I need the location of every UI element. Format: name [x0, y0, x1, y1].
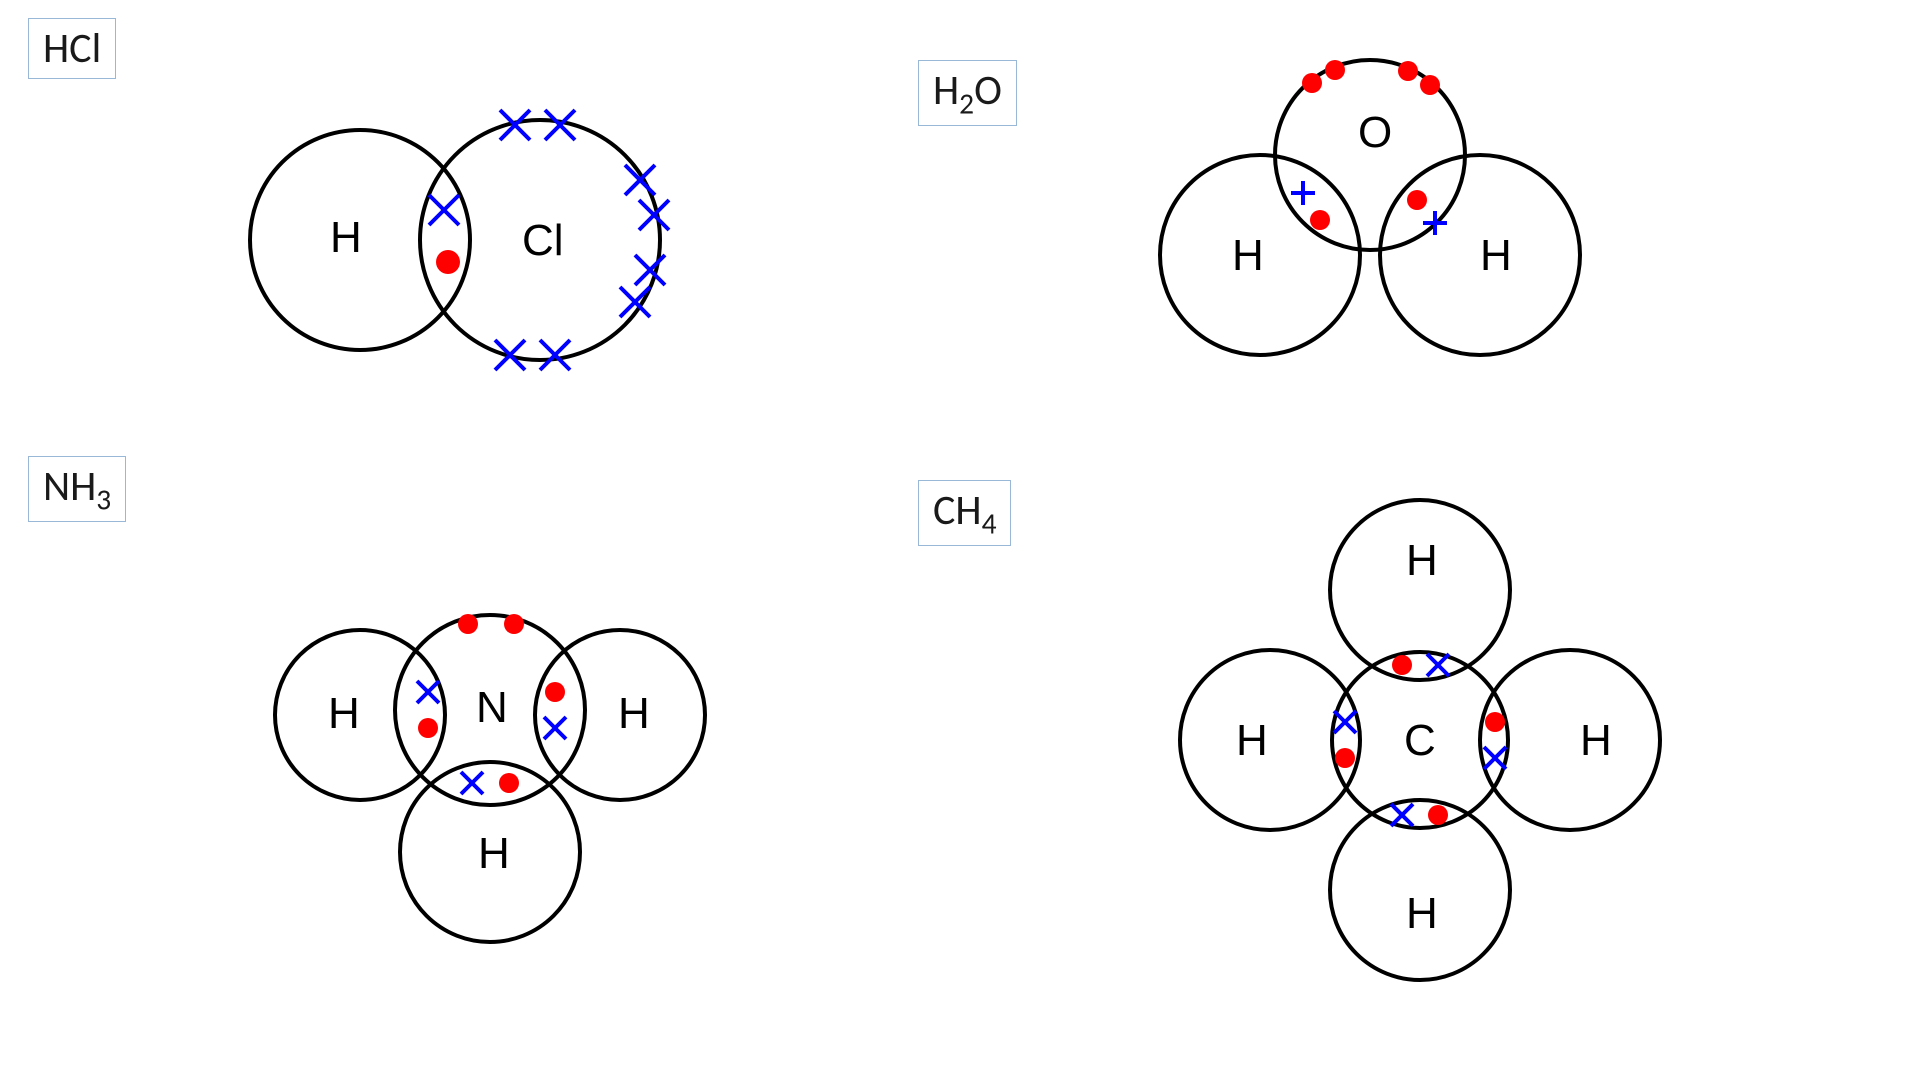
electron-dot: [1335, 748, 1355, 768]
electron-cross: [1391, 804, 1413, 826]
label-nh3: NH3: [28, 456, 126, 522]
electron-dot: [1407, 190, 1427, 210]
electron-dot: [1428, 805, 1448, 825]
label-text: CH4: [933, 485, 996, 536]
label-ch4: CH4: [918, 480, 1011, 546]
electron-cross: [1334, 711, 1356, 733]
label-text: HCl: [43, 23, 101, 74]
atom-shell: [275, 630, 445, 800]
label-text: H2O: [933, 65, 1002, 116]
label-text: NH3: [43, 461, 111, 512]
electron-dot: [504, 614, 524, 634]
atom-label: H: [1406, 889, 1438, 938]
diagram-nh3: N H H H: [210, 550, 770, 1010]
atom-label: H: [478, 829, 510, 878]
electron-cross: [635, 255, 665, 285]
atom-label: H: [1580, 716, 1612, 765]
electron-dot: [499, 773, 519, 793]
electron-dot: [1325, 60, 1345, 80]
atom-label: H: [1236, 716, 1268, 765]
atom-label: H: [1406, 536, 1438, 585]
electron-cross: [1427, 654, 1449, 676]
atom-label: Cl: [522, 216, 564, 265]
electron-dot: [458, 614, 478, 634]
atom-label: H: [1232, 231, 1264, 280]
electron-cross: [417, 681, 439, 703]
electron-cross: [429, 195, 459, 225]
atom-label: H: [328, 689, 360, 738]
electron-dot: [1485, 712, 1505, 732]
atom-label: H: [330, 213, 362, 262]
atom-label: O: [1358, 108, 1392, 157]
label-h2o: H2O: [918, 60, 1017, 126]
electron-cross: [461, 772, 483, 794]
atom-label: H: [618, 689, 650, 738]
electron-cross: [1484, 747, 1506, 769]
label-hcl: HCl: [28, 18, 116, 79]
electron-dot: [436, 250, 460, 274]
diagram-ch4: C H H H H: [1120, 440, 1720, 1060]
atom-label: H: [1480, 231, 1512, 280]
electron-dot: [545, 682, 565, 702]
electron-cross: [1291, 181, 1315, 205]
electron-dot: [1310, 210, 1330, 230]
electron-dot: [1398, 61, 1418, 81]
electron-cross: [544, 717, 566, 739]
electron-dot: [1302, 73, 1322, 93]
electron-cross: [625, 165, 655, 195]
diagram-hcl: H Cl: [230, 70, 750, 430]
diagram-h2o: O H H: [1090, 35, 1650, 395]
atom-label: N: [476, 683, 508, 732]
electron-dot: [418, 718, 438, 738]
electron-cross: [540, 340, 570, 370]
electron-dot: [1420, 75, 1440, 95]
electron-dot: [1392, 655, 1412, 675]
atom-label: C: [1404, 716, 1436, 765]
